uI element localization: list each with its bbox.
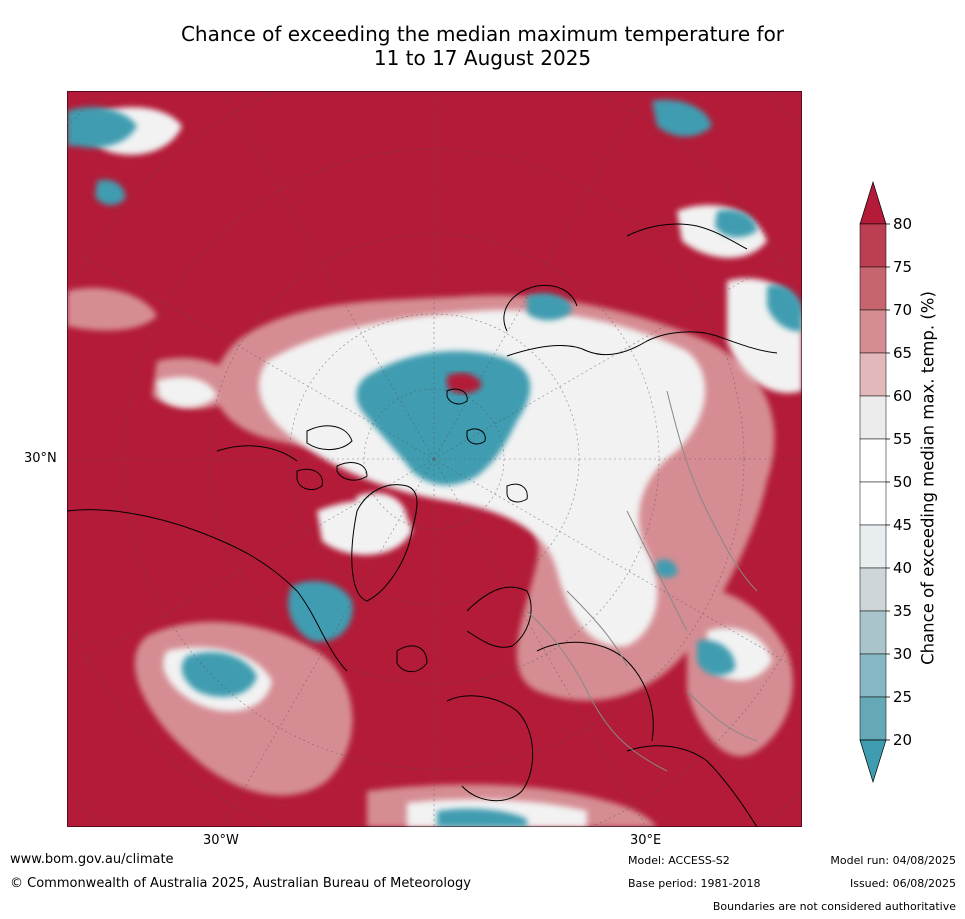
country-borders [526, 390, 758, 772]
footer-base-period: Base period: 1981-2018 [628, 877, 761, 890]
colorbar-band [859, 352, 887, 397]
footer-website: www.bom.gov.au/climate [10, 852, 174, 867]
footer-copyright: © Commonwealth of Australia 2025, Austra… [10, 876, 471, 891]
cool-zones [67, 99, 802, 827]
colorbar-title: Chance of exceeding median max. temp. (%… [918, 291, 938, 665]
colorbar: 80 75 70 65 60 55 50 45 40 35 30 25 20 [859, 180, 912, 784]
colorbar-band [859, 438, 887, 483]
colorbar-tick-label: 30 [893, 645, 912, 663]
colorbar-tick-label: 20 [893, 731, 912, 749]
colorbar-tick-label: 40 [893, 559, 912, 577]
colorbar-tick-label: 70 [893, 301, 912, 319]
colorbar-band [859, 266, 887, 311]
colorbar-title-wrap: Chance of exceeding median max. temp. (%… [918, 258, 938, 698]
coastlines [67, 223, 778, 827]
graticule [67, 91, 802, 827]
footer-issued: Issued: 06/08/2025 [849, 877, 956, 890]
colorbar-band [859, 481, 887, 526]
colorbar-band [859, 395, 887, 440]
colorbar-tick-label: 75 [893, 258, 912, 276]
colorbar-tick-label: 25 [893, 688, 912, 706]
colorbar-tick-label: 60 [893, 387, 912, 405]
footer-model: Model: ACCESS-S2 [628, 854, 730, 867]
colorbar-extend-top [859, 180, 887, 225]
colorbar-band [859, 309, 887, 354]
lat-label-30n: 30°N [24, 451, 57, 466]
colorbar-band [859, 524, 887, 569]
colorbar-band [859, 610, 887, 655]
colorbar-band [859, 696, 887, 741]
colorbar-band [859, 223, 887, 268]
colorbar-tick-label: 55 [893, 430, 912, 448]
map-title: Chance of exceeding the median maximum t… [0, 22, 965, 70]
lon-label-30e: 30°E [630, 833, 662, 848]
colorbar-tick-label: 50 [893, 473, 912, 491]
colorbar-band [859, 567, 887, 612]
colorbar-band [859, 653, 887, 698]
lon-label-30w: 30°W [203, 833, 239, 848]
title-line-1: Chance of exceeding the median maximum t… [180, 22, 785, 46]
footer-model-run: Model run: 04/08/2025 [830, 854, 956, 867]
colorbar-tick-label: 35 [893, 602, 912, 620]
colorbar-extend-bottom [859, 739, 887, 784]
colorbar-tick-label: 65 [893, 344, 912, 362]
probability-map [67, 91, 802, 827]
footer-disclaimer: Boundaries are not considered authoritat… [712, 900, 956, 913]
colorbar-tick-label: 45 [893, 516, 912, 534]
colorbar-tick-label: 80 [893, 215, 912, 233]
title-line-2: 11 to 17 August 2025 [373, 46, 592, 70]
